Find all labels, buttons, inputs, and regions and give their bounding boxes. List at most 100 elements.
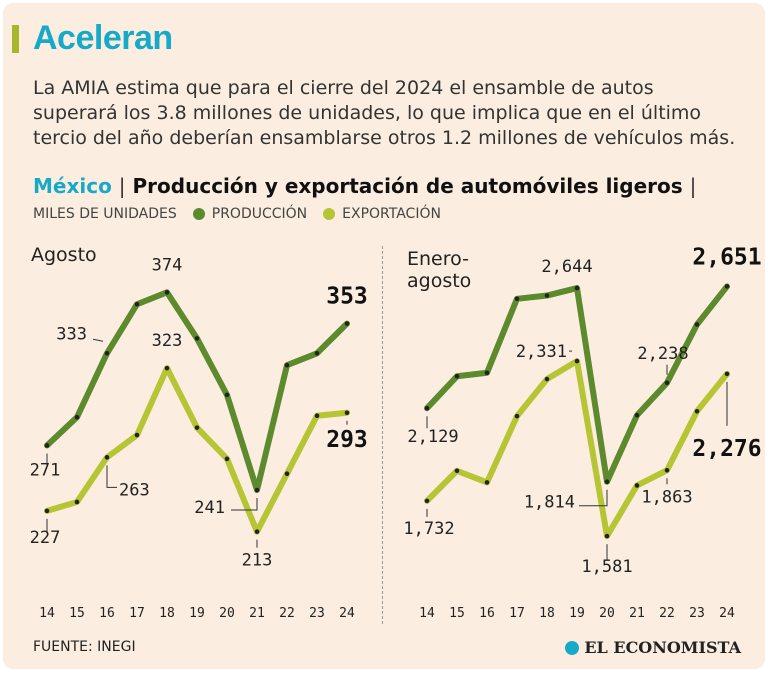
panel-2-exports-point-17 xyxy=(514,413,520,419)
panel-1-x-tick-16: 16 xyxy=(99,606,115,621)
panel-1-exports-point-18 xyxy=(164,365,170,371)
panel-1-production-point-16 xyxy=(104,350,110,356)
panel-2-production-point-24 xyxy=(724,284,730,289)
panel-2-exports-point-23 xyxy=(694,408,700,414)
panel-2-label-leader-3 xyxy=(579,489,608,507)
panel-2-production-point-18 xyxy=(544,293,550,298)
panel-2-x-tick-22: 22 xyxy=(659,606,675,621)
panel-1-x-tick-21: 21 xyxy=(249,606,265,621)
chart-heading: México | Producción y exportación de aut… xyxy=(33,174,696,198)
infographic-title: Aceleran xyxy=(33,19,173,57)
panel-2-production-point-16 xyxy=(484,370,490,376)
panel-1-production-point-23 xyxy=(314,350,320,356)
description-text: La AMIA estima que para el cierre del 20… xyxy=(33,77,736,149)
panel-2-title-line-2: agosto xyxy=(407,270,471,292)
panel-2-value-label-1732: 1,732 xyxy=(403,519,454,539)
panel-2-x-tick-23: 23 xyxy=(689,606,705,621)
panel-2-exports-line xyxy=(424,358,730,540)
panel-2-production-point-15 xyxy=(454,373,460,379)
panel-1-production-point-20 xyxy=(224,392,230,398)
chart-legend: MILES DE UNIDADES PRODUCCIÓN EXPORTACIÓN xyxy=(33,206,441,222)
source-note: FUENTE: INEGI xyxy=(33,639,136,655)
panel-2-production-line xyxy=(424,283,730,485)
panel-1-value-label-263: 263 xyxy=(119,480,150,500)
panel-1-value-label-323: 323 xyxy=(152,331,183,351)
panel-2-production-point-23 xyxy=(694,322,700,327)
panel-2-x-tick-17: 17 xyxy=(509,606,525,621)
panel-1-x-tick-15: 15 xyxy=(69,606,85,621)
panel-2-production-point-17 xyxy=(514,296,520,302)
panel-2-exports-point-22 xyxy=(664,468,670,473)
panel-1-value-label-213: 213 xyxy=(242,551,273,571)
panel-1-production-point-21 xyxy=(254,487,260,493)
panel-1-production-point-15 xyxy=(74,414,80,420)
panel-1-label-leader-4 xyxy=(231,498,258,511)
panel-1-value-label-293: 293 xyxy=(326,427,368,453)
panel-1-x-tick-18: 18 xyxy=(159,606,175,621)
panel-1-value-label-333: 333 xyxy=(56,324,87,344)
logo-mark-icon xyxy=(565,640,580,655)
panel-2-production-point-20 xyxy=(604,479,610,485)
panel-1-x-tick-19: 19 xyxy=(189,606,205,621)
panel-2-x-tick-21: 21 xyxy=(629,606,645,621)
panel-1-production-line xyxy=(44,289,350,494)
heading-separator: | xyxy=(118,174,126,198)
panel-2-x-tick-19: 19 xyxy=(569,606,585,621)
chart-subtitle: Producción y exportación de automóviles … xyxy=(132,174,683,198)
panel-1-x-tick-17: 17 xyxy=(129,606,145,621)
panel-2-x-tick-18: 18 xyxy=(539,606,555,621)
exports-legend-dot-icon xyxy=(323,208,336,220)
panel-1-value-label-227: 227 xyxy=(30,528,61,548)
panel-2-exports-point-16 xyxy=(484,480,490,485)
panel-1-x-tick-14: 14 xyxy=(39,606,55,621)
panel-2-value-label-2276: 2,276 xyxy=(692,436,761,462)
panel-2-value-label-1581: 1,581 xyxy=(581,557,632,577)
panel-2-value-label-2644: 2,644 xyxy=(541,257,592,277)
panel-2-production-point-19 xyxy=(574,285,580,291)
panel-1-label-leader-7 xyxy=(106,465,117,488)
production-legend-label: PRODUCCIÓN xyxy=(211,206,308,222)
panel-1-production-point-19 xyxy=(194,336,200,341)
publisher-logo: EL ECONOMISTA xyxy=(565,638,741,657)
panel-1-x-tick-24: 24 xyxy=(339,606,355,621)
country-label: México xyxy=(33,174,112,198)
panel-2-exports-point-21 xyxy=(634,483,640,488)
panel-2-exports-point-18 xyxy=(544,376,550,382)
panel-2-exports-point-24 xyxy=(724,371,730,377)
panel-2-x-tick-15: 15 xyxy=(449,606,465,621)
panel-1-exports-point-14 xyxy=(44,508,50,514)
panel-1-exports-point-19 xyxy=(194,425,200,430)
panel-1-exports-point-24 xyxy=(344,410,350,416)
panel-1-x-tick-23: 23 xyxy=(309,606,325,621)
panel-2-value-label-1814: 1,814 xyxy=(524,493,575,513)
panel-1-production-point-22 xyxy=(284,362,290,368)
panel-2-value-label-2331: 2,331 xyxy=(516,342,567,362)
panel-2-exports-point-14 xyxy=(424,498,430,504)
panel-2-value-label-2651: 2,651 xyxy=(692,244,761,270)
charts-svg: Agosto 271 333 374 241 353 227 263 323 213 293 14 15… xyxy=(30,244,762,621)
panel-2-value-label-1863: 1,863 xyxy=(641,487,692,507)
panel-1-production-point-18 xyxy=(164,290,170,295)
panel-2-x-tick-24: 24 xyxy=(719,606,735,621)
panel-1-title: Agosto xyxy=(31,244,97,266)
panel-2-value-label-2129: 2,129 xyxy=(407,427,458,447)
panel-2-production-point-22 xyxy=(664,380,670,386)
panel-1-x-tick-22: 22 xyxy=(279,606,295,621)
panel-1-value-label-271: 271 xyxy=(30,460,61,480)
units-label: MILES DE UNIDADES xyxy=(33,206,177,222)
panel-1-value-label-374: 374 xyxy=(152,255,183,275)
panel-2-exports-point-19 xyxy=(574,358,580,364)
panel-2-production-point-14 xyxy=(424,405,430,411)
panel-divider xyxy=(382,246,383,624)
panel-1-production-point-17 xyxy=(134,301,140,307)
panel-2-x-tick-20: 20 xyxy=(599,606,615,621)
panel-2-exports-point-20 xyxy=(604,533,610,539)
logo-text: EL ECONOMISTA xyxy=(584,638,741,657)
panel-1-label-leader-2 xyxy=(92,338,104,342)
infographic-card: Aceleran La AMIA estima que para el cier… xyxy=(3,3,765,669)
heading-trailing-separator: | xyxy=(689,174,697,198)
panel-1-production-point-24 xyxy=(344,321,350,326)
panel-2-production-point-21 xyxy=(634,412,640,418)
panel-1-exports-point-22 xyxy=(284,471,290,477)
panel-1-exports-point-15 xyxy=(74,499,80,505)
